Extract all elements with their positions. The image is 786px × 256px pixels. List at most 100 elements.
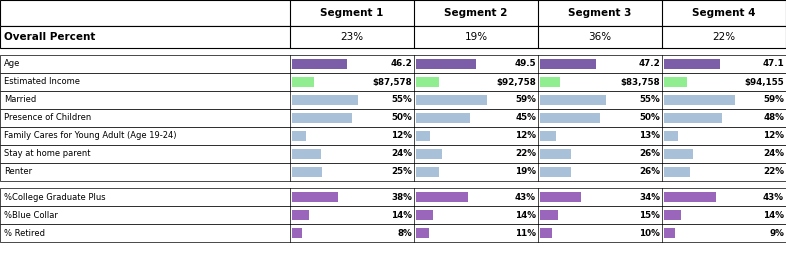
Text: 46.2: 46.2 (391, 59, 412, 69)
Text: 12%: 12% (515, 132, 536, 141)
Bar (540, 191, 581, 202)
Bar (292, 210, 309, 220)
Text: 24%: 24% (391, 150, 412, 158)
Text: 49.5: 49.5 (514, 59, 536, 69)
Bar (292, 148, 321, 159)
Text: 55%: 55% (391, 95, 412, 104)
Bar (664, 191, 715, 202)
Bar (540, 131, 556, 141)
Bar (0, 224, 786, 242)
Text: Family Cares for Young Adult (Age 19-24): Family Cares for Young Adult (Age 19-24) (4, 132, 177, 141)
Text: 45%: 45% (515, 113, 536, 123)
Bar (0, 0, 786, 26)
Bar (416, 95, 487, 105)
Bar (0, 188, 786, 206)
Bar (540, 148, 571, 159)
Text: Estimated Income: Estimated Income (4, 78, 80, 87)
Bar (664, 228, 675, 238)
Text: 10%: 10% (639, 229, 660, 238)
Text: 14%: 14% (763, 210, 784, 219)
Text: 47.2: 47.2 (638, 59, 660, 69)
Bar (416, 191, 468, 202)
Bar (292, 191, 338, 202)
Text: 19%: 19% (465, 32, 487, 42)
Text: %College Graduate Plus: %College Graduate Plus (4, 193, 105, 201)
Text: 59%: 59% (515, 95, 536, 104)
Bar (0, 109, 786, 127)
Text: Renter: Renter (4, 167, 32, 176)
Text: 26%: 26% (639, 167, 660, 176)
Text: 22%: 22% (763, 167, 784, 176)
Text: 9%: 9% (769, 229, 784, 238)
Bar (664, 77, 687, 87)
Text: %Blue Collar: %Blue Collar (4, 210, 58, 219)
Text: 50%: 50% (391, 113, 412, 123)
Bar (416, 77, 439, 87)
Bar (292, 131, 307, 141)
Bar (416, 228, 429, 238)
Bar (540, 77, 560, 87)
Bar (540, 113, 600, 123)
Bar (0, 26, 786, 48)
Text: 19%: 19% (515, 167, 536, 176)
Text: Segment 3: Segment 3 (568, 8, 632, 18)
Bar (664, 210, 681, 220)
Bar (416, 148, 443, 159)
Bar (0, 91, 786, 109)
Text: 50%: 50% (639, 113, 660, 123)
Text: 25%: 25% (391, 167, 412, 176)
Bar (0, 55, 786, 73)
Text: 8%: 8% (397, 229, 412, 238)
Text: Segment 2: Segment 2 (444, 8, 508, 18)
Bar (540, 210, 558, 220)
Text: Presence of Children: Presence of Children (4, 113, 91, 123)
Text: 12%: 12% (763, 132, 784, 141)
Bar (540, 95, 606, 105)
Bar (416, 59, 476, 69)
Bar (292, 113, 352, 123)
Bar (292, 167, 322, 177)
Text: Segment 1: Segment 1 (321, 8, 384, 18)
Text: 34%: 34% (639, 193, 660, 201)
Text: Stay at home parent: Stay at home parent (4, 150, 90, 158)
Bar (664, 95, 735, 105)
Bar (292, 77, 314, 87)
Text: 12%: 12% (391, 132, 412, 141)
Bar (0, 0, 786, 26)
Bar (540, 167, 571, 177)
Text: 22%: 22% (712, 32, 736, 42)
Bar (540, 228, 552, 238)
Bar (664, 148, 692, 159)
Bar (664, 131, 678, 141)
Text: 48%: 48% (763, 113, 784, 123)
Text: % Retired: % Retired (4, 229, 45, 238)
Text: 11%: 11% (515, 229, 536, 238)
Text: 22%: 22% (515, 150, 536, 158)
Text: Married: Married (4, 95, 36, 104)
Text: Age: Age (4, 59, 20, 69)
Text: 36%: 36% (589, 32, 612, 42)
Text: $83,758: $83,758 (620, 78, 660, 87)
Text: $92,758: $92,758 (496, 78, 536, 87)
Text: $94,155: $94,155 (744, 78, 784, 87)
Text: 24%: 24% (763, 150, 784, 158)
Text: Overall Percent: Overall Percent (4, 32, 95, 42)
Bar (0, 26, 786, 48)
Text: 59%: 59% (763, 95, 784, 104)
Bar (0, 145, 786, 163)
Text: 38%: 38% (391, 193, 412, 201)
Text: 23%: 23% (340, 32, 364, 42)
Bar (292, 59, 347, 69)
Bar (0, 163, 786, 181)
Text: 55%: 55% (639, 95, 660, 104)
Bar (292, 95, 358, 105)
Bar (0, 206, 786, 224)
Bar (664, 113, 722, 123)
Bar (0, 127, 786, 145)
Bar (416, 113, 470, 123)
Bar (664, 167, 690, 177)
Text: 43%: 43% (515, 193, 536, 201)
Text: 13%: 13% (639, 132, 660, 141)
Text: 14%: 14% (515, 210, 536, 219)
Bar (540, 59, 597, 69)
